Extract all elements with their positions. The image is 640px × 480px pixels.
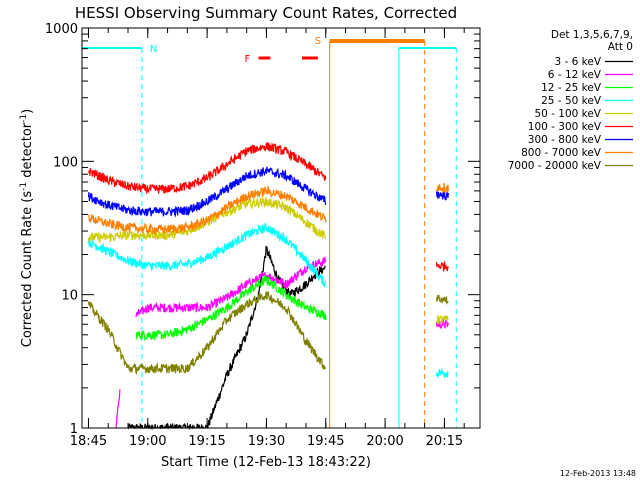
x-tick-label: 18:45 [70,434,107,449]
y-axis-label: Corrected Count Rate (s-1 detector-1) [19,109,35,347]
series-line [435,294,449,305]
legend-entry-label: 50 - 100 keV [534,108,601,120]
x-tick-label: 19:15 [188,434,225,449]
plot-frame [81,27,481,429]
series-line [87,185,327,236]
plot-area: N S F [82,36,457,431]
series-line [435,190,449,201]
axes: 1 10 100 1000 18:45 19:00 19:15 19:30 19:45 20:00… [45,22,480,449]
legend-entry-label: 6 - 12 keV [548,69,602,81]
legend-entry-label: 300 - 800 keV [528,134,602,146]
legend-entry-label: 25 - 50 keV [541,95,602,107]
series-line [135,256,327,318]
y-axis-label-sup-2: -1 [19,114,29,123]
series-line [135,274,327,342]
x-tick-label: 20:15 [426,434,463,449]
series-line [87,291,327,375]
y-axis-label-sup-1: -1 [19,182,29,191]
series-line [127,245,326,431]
series-line [435,261,449,273]
legend-entry-label: 100 - 300 keV [528,121,602,133]
x-tick-label: 19:45 [307,434,344,449]
legend-entry-label: 3 - 6 keV [554,56,601,68]
series-line [87,166,327,218]
flare-label: F [245,54,251,65]
chart-title: HESSI Observing Summary Count Rates, Cor… [75,4,457,22]
series-line [435,315,449,325]
legend-header: Att 0 [608,41,633,53]
y-tick-label: 1000 [45,22,78,37]
y-axis-label-end: ) [20,109,35,114]
series-line [435,367,449,379]
legend-entry-label: 12 - 25 keV [541,82,602,94]
y-tick-label: 100 [53,155,78,170]
y-tick-label: 10 [61,289,78,304]
x-axis-label: Start Time (12-Feb-13 18:43:22) [161,455,371,470]
y-tick-label: 1 [70,422,78,437]
series-line [87,222,327,287]
series-line [435,182,449,195]
series-line [115,389,121,429]
footer-timestamp: 12-Feb-2013 13:48 [560,469,636,478]
y-axis-label-mid: detector [20,122,35,182]
series-line [87,142,327,194]
legend-entry-label: 800 - 7000 keV [521,147,602,159]
saa-label: S [315,36,321,47]
x-tick-label: 19:30 [248,434,285,449]
legend-entry-label: 7000 - 20000 keV [508,160,602,172]
legend-header: Det 1,3,5,6,7,9, [551,29,633,41]
y-axis-label-main: Corrected Count Rate (s [20,191,35,348]
night-label: N [150,44,157,55]
x-tick-label: 20:00 [366,434,403,449]
x-tick-label: 19:00 [129,434,166,449]
